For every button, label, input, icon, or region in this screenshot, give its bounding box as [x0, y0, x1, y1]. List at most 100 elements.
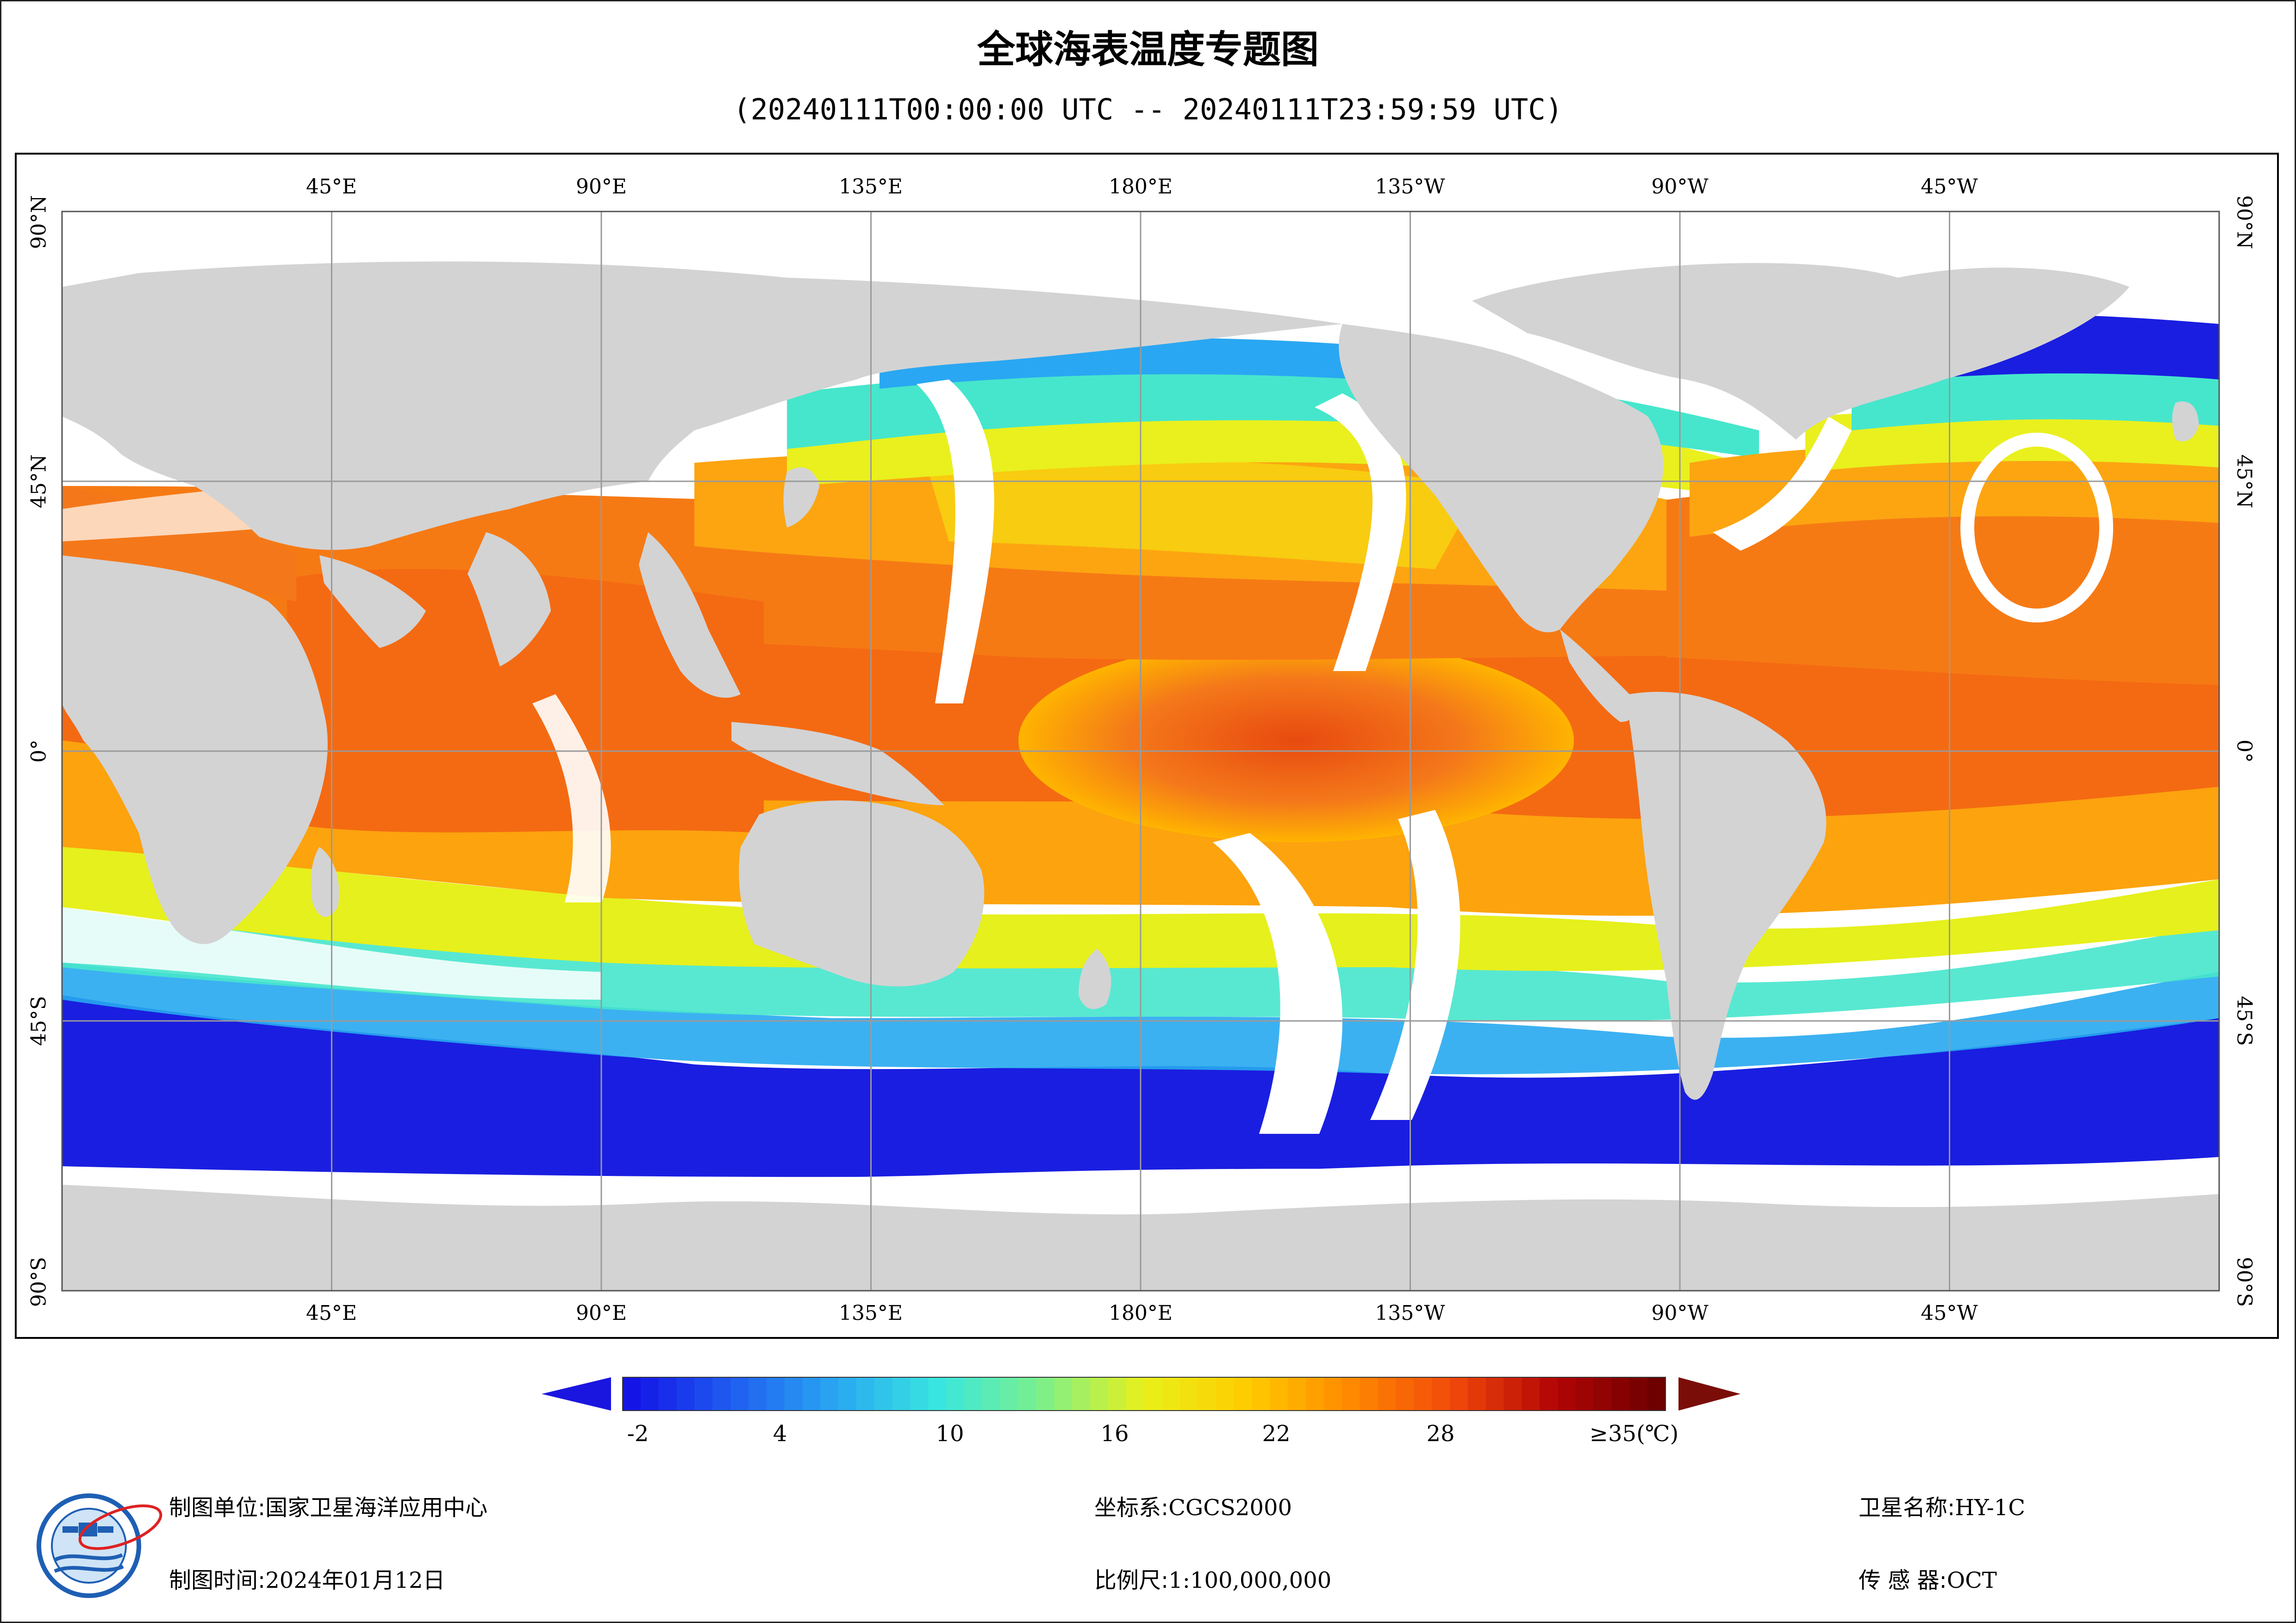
satellite-label: 卫星名称:: [1859, 1495, 1955, 1521]
colorbar-border: [622, 1377, 1666, 1411]
lat-label-left: 90°S: [27, 1256, 51, 1307]
colorbar-cell: [1270, 1377, 1289, 1411]
colorbar-cell: [1090, 1377, 1109, 1411]
colorbar-cell: [1180, 1377, 1198, 1411]
indian-ocean-warm: [287, 569, 764, 833]
satellite-value: HY-1C: [1955, 1495, 2025, 1521]
colorbar-cell: [1414, 1377, 1432, 1411]
colorbar-cell: [1000, 1377, 1019, 1411]
colorbar-cell: [802, 1377, 821, 1411]
crs-label: 坐标系:: [1094, 1495, 1169, 1521]
colorbar-cell: [1629, 1377, 1648, 1411]
eurasia: [62, 261, 1342, 550]
pacific-warm-pool: [1018, 639, 1574, 842]
colorbar-cell: [1360, 1377, 1379, 1411]
sensor-info: 传 感 器:OCT: [1859, 1562, 1997, 1594]
scale-info: 比例尺:1:100,000,000: [1094, 1562, 1331, 1594]
africa: [62, 555, 328, 944]
crs-info: 坐标系:CGCS2000: [1094, 1489, 1292, 1522]
lon-label-top: 90°W: [1651, 175, 1709, 199]
lon-label-bottom: 180°E: [1108, 1301, 1173, 1325]
map-frame: [15, 153, 2279, 1339]
colorbar-cell: [623, 1377, 641, 1411]
map-subtitle: (20240111T00:00:00 UTC -- 20240111T23:59…: [733, 93, 1563, 126]
lat-label-left: 45°N: [27, 454, 51, 509]
lat-label-right: 0°: [2232, 740, 2256, 763]
lon-label-bottom: 135°E: [838, 1301, 903, 1325]
colorbar-cell: [1054, 1377, 1073, 1411]
colorbar-tick-label: 22: [1262, 1421, 1291, 1447]
colorbar-cell: [838, 1377, 857, 1411]
colorbar-cell: [712, 1377, 731, 1411]
arabian-peninsula: [319, 555, 426, 648]
colorbar-cell: [784, 1377, 803, 1411]
lat-label-right: 45°S: [2232, 995, 2256, 1046]
satellite-info: 卫星名称:HY-1C: [1859, 1489, 2025, 1522]
colorbar-cell: [1557, 1377, 1576, 1411]
colorbar-cell: [676, 1377, 695, 1411]
colorbar-cell: [1108, 1377, 1127, 1411]
colorbar-tick-label: 28: [1426, 1421, 1455, 1447]
british-isles: [2172, 401, 2199, 442]
colorbar-cell: [1216, 1377, 1235, 1411]
colorbar-cell: [928, 1377, 947, 1411]
lat-label-right: 90°N: [2232, 195, 2256, 249]
colorbar-cell: [1522, 1377, 1540, 1411]
lat-label-right: 90°S: [2232, 1256, 2256, 1307]
colorbar-cell: [982, 1377, 1001, 1411]
subtropical-band-pacific: [926, 458, 1481, 569]
colorbar-cell: [1485, 1377, 1504, 1411]
producer-value: 国家卫星海洋应用中心: [265, 1495, 488, 1521]
colorbar-cell: [640, 1377, 659, 1411]
southeast-asia: [639, 532, 741, 698]
colorbar-over-arrow: [1678, 1377, 1741, 1411]
lat-label-right: 45°N: [2232, 454, 2256, 509]
colorbar-cell: [1144, 1377, 1163, 1411]
lon-label-top: 180°E: [1108, 175, 1173, 199]
lat-label-left: 45°S: [27, 995, 51, 1046]
colorbar-cell: [748, 1377, 767, 1411]
colorbar-cell: [1449, 1377, 1468, 1411]
date-label: 制图时间:: [169, 1567, 266, 1593]
south-america: [1629, 691, 1827, 1100]
lat-label-left: 90°N: [27, 195, 51, 249]
colorbar-cell: [1540, 1377, 1558, 1411]
colorbar-cell: [1198, 1377, 1217, 1411]
colorbar-cell: [1611, 1377, 1630, 1411]
lon-label-bottom: 45°W: [1921, 1301, 1978, 1325]
lon-label-bottom: 45°E: [306, 1301, 357, 1325]
graticule: [62, 211, 2219, 1291]
colorbar-cell: [1575, 1377, 1594, 1411]
sensor-value: OCT: [1947, 1567, 1997, 1593]
greenland-north-america-arctic: [1472, 263, 2129, 440]
colorbar-cell: [1323, 1377, 1342, 1411]
colorbar-tick-label: 10: [936, 1421, 964, 1447]
colorbar-cell: [964, 1377, 983, 1411]
colorbar-tick-label: 4: [773, 1421, 787, 1447]
lon-label-top: 135°W: [1375, 175, 1445, 199]
atlantic-tropical-north: [1666, 478, 2219, 685]
colorbar-cell: [1341, 1377, 1360, 1411]
colorbar-cell: [874, 1377, 893, 1411]
colorbar-cell: [1593, 1377, 1612, 1411]
lon-label-top: 90°E: [575, 175, 627, 199]
lon-label-bottom: 90°W: [1651, 1301, 1709, 1325]
colorbar-cell: [1647, 1377, 1666, 1411]
colorbar-cell: [1252, 1377, 1271, 1411]
scale-value: 1:100,000,000: [1168, 1567, 1332, 1593]
colorbar-cell: [856, 1377, 875, 1411]
colorbar-cell: [1288, 1377, 1306, 1411]
map-title: 全球海表温度专题图: [977, 28, 1319, 72]
lat-label-left: 0°: [27, 740, 51, 763]
lon-label-top: 45°W: [1921, 175, 1978, 199]
colorbar-cell: [1396, 1377, 1414, 1411]
colorbar-tick-label: 16: [1100, 1421, 1129, 1447]
colorbar-cell: [1234, 1377, 1253, 1411]
map-inner-border: [61, 211, 2220, 1292]
national-satellite-ocean-application-service-logo: [37, 1493, 162, 1598]
date-value: 2024年01月12日: [265, 1567, 445, 1593]
colorbar-cell: [892, 1377, 911, 1411]
colorbar-under-arrow: [542, 1377, 611, 1411]
colorbar: [542, 1377, 1741, 1411]
